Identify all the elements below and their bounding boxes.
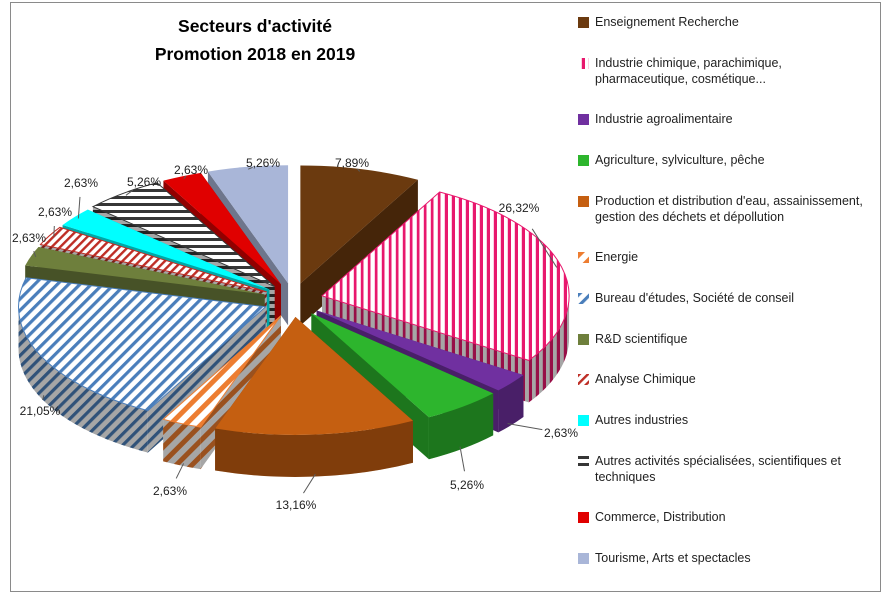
legend-item-7: R&D scientifique bbox=[578, 331, 878, 347]
leader-lines bbox=[33, 166, 558, 494]
legend-item-6: Bureau d'études, Société de conseil bbox=[578, 290, 878, 306]
legend-item-11: Commerce, Distribution bbox=[578, 509, 878, 525]
slice-percent-label-5: 2,63% bbox=[152, 484, 188, 498]
slice-percent-label-7: 2,63% bbox=[11, 231, 47, 245]
slice-percent-label-8: 2,63% bbox=[37, 205, 73, 219]
slice-percent-label-9: 2,63% bbox=[63, 176, 99, 190]
legend-label-6: Bureau d'études, Société de conseil bbox=[595, 290, 795, 305]
slice-percent-label-3: 5,26% bbox=[449, 478, 485, 492]
legend-item-9: Autres industries bbox=[578, 412, 878, 428]
legend-label-3: Agriculture, sylviculture, pêche bbox=[595, 152, 765, 167]
legend-swatch-5 bbox=[578, 252, 589, 264]
legend-label-12: Tourisme, Arts et spectacles bbox=[595, 550, 751, 565]
pie-slice-4 bbox=[215, 316, 413, 477]
chart-title-line1: Secteurs d'activité bbox=[178, 16, 332, 36]
legend-label-2: Industrie agroalimentaire bbox=[595, 112, 733, 127]
slice-percent-label-4: 13,16% bbox=[275, 498, 317, 512]
chart-frame-border bbox=[10, 2, 881, 592]
chart-title: Secteurs d'activité Promotion 2018 en 20… bbox=[90, 12, 420, 68]
legend-item-4: Production et distribution d'eau, assain… bbox=[578, 193, 878, 225]
legend-swatch-10 bbox=[578, 455, 589, 467]
legend-item-1: Industrie chimique, parachimique, pharma… bbox=[578, 55, 878, 87]
chart-title-line2: Promotion 2018 en 2019 bbox=[154, 44, 356, 64]
legend-label-10: Autres activités spécialisées, scientifi… bbox=[595, 453, 841, 484]
legend-label-7: R&D scientifique bbox=[595, 331, 688, 346]
legend-swatch-3 bbox=[578, 154, 589, 166]
legend-item-10: Autres activités spécialisées, scientifi… bbox=[578, 453, 878, 485]
slice-percent-label-0: 7,89% bbox=[334, 156, 370, 170]
slice-percent-label-11: 2,63% bbox=[173, 163, 209, 177]
legend-item-12: Tourisme, Arts et spectacles bbox=[578, 550, 878, 566]
slice-percent-label-6: 21,05% bbox=[19, 404, 61, 418]
legend-item-2: Industrie agroalimentaire bbox=[578, 111, 878, 127]
legend-item-8: Analyse Chimique bbox=[578, 371, 878, 387]
legend-swatch-2 bbox=[578, 114, 589, 126]
legend-label-8: Analyse Chimique bbox=[595, 372, 696, 387]
legend-label-5: Energie bbox=[595, 250, 639, 265]
legend-swatch-7 bbox=[578, 333, 589, 345]
legend-label-1: Industrie chimique, parachimique, pharma… bbox=[595, 55, 782, 86]
legend-swatch-12 bbox=[578, 552, 589, 564]
slice-percent-label-10: 5,26% bbox=[126, 175, 162, 189]
legend-item-5: Energie bbox=[578, 249, 878, 265]
legend-label-9: Autres industries bbox=[595, 412, 689, 427]
legend-label-11: Commerce, Distribution bbox=[595, 510, 726, 525]
legend-swatch-8 bbox=[578, 374, 589, 386]
slice-percent-label-12: 5,26% bbox=[245, 156, 281, 170]
legend-swatch-11 bbox=[578, 512, 589, 524]
slice-percent-label-1: 26,32% bbox=[498, 201, 540, 215]
legend-label-0: Enseignement Recherche bbox=[595, 15, 739, 29]
legend-swatch-4 bbox=[578, 195, 589, 207]
legend-swatch-9 bbox=[578, 414, 589, 426]
pie-slice-5 bbox=[162, 315, 282, 470]
legend-swatch-1 bbox=[578, 57, 589, 69]
legend: Enseignement Recherche Industrie chimique… bbox=[578, 14, 878, 566]
legend-item-3: Agriculture, sylviculture, pêche bbox=[578, 152, 878, 168]
legend-label-4: Production et distribution d'eau, assain… bbox=[595, 193, 863, 224]
legend-item-0: Enseignement Recherche bbox=[578, 14, 878, 30]
legend-swatch-0 bbox=[578, 17, 589, 28]
legend-swatch-6 bbox=[578, 292, 589, 304]
slice-percent-label-2: 2,63% bbox=[543, 426, 579, 440]
